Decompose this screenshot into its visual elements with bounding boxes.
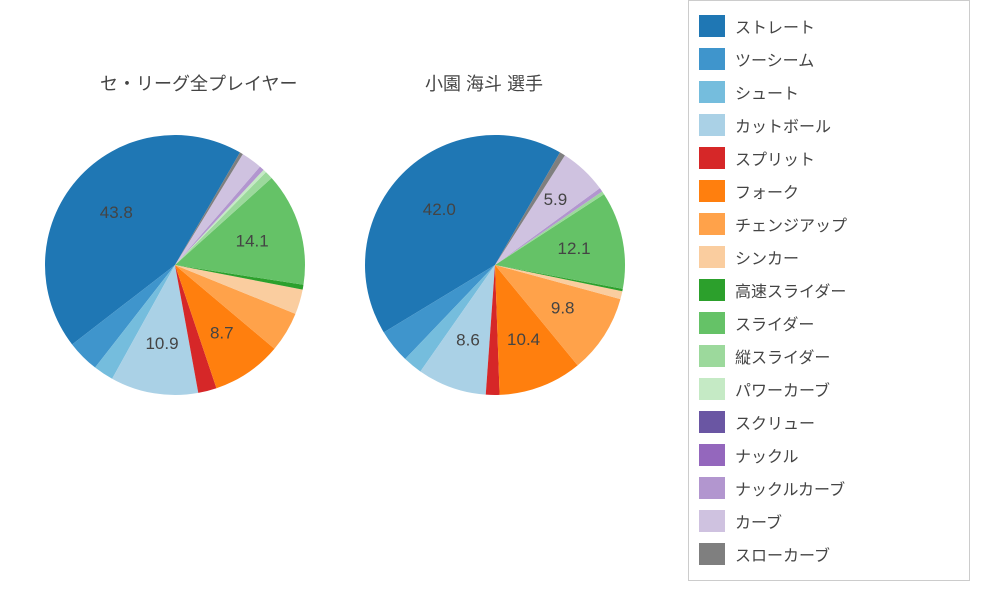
legend-label: 高速スライダー bbox=[735, 278, 846, 302]
legend-swatch-straight bbox=[699, 15, 725, 37]
pie-label-player-fork: 10.4 bbox=[507, 330, 540, 349]
legend-swatch-twoseam bbox=[699, 48, 725, 70]
legend-label: スクリュー bbox=[735, 410, 815, 434]
legend-swatch-sinker bbox=[699, 246, 725, 268]
legend-label: ストレート bbox=[735, 14, 815, 38]
legend-label: スプリット bbox=[735, 146, 815, 170]
legend-label: スローカーブ bbox=[735, 542, 830, 566]
legend-item-powercurve: パワーカーブ bbox=[699, 372, 959, 405]
legend-swatch-screw bbox=[699, 411, 725, 433]
legend-label: ツーシーム bbox=[735, 47, 814, 71]
legend-item-slowcurve: スローカーブ bbox=[699, 537, 959, 570]
pie-label-player-cutball: 8.6 bbox=[456, 330, 480, 349]
legend: ストレートツーシームシュートカットボールスプリットフォークチェンジアップシンカー… bbox=[688, 0, 970, 581]
legend-swatch-cutball bbox=[699, 114, 725, 136]
legend-swatch-slowcurve bbox=[699, 543, 725, 565]
legend-label: カットボール bbox=[735, 113, 831, 137]
legend-label: シンカー bbox=[735, 245, 799, 269]
pie-label-player-curve: 5.9 bbox=[544, 190, 568, 209]
legend-swatch-powercurve bbox=[699, 378, 725, 400]
legend-swatch-fork bbox=[699, 180, 725, 202]
pie-label-league-fork: 8.7 bbox=[210, 323, 234, 342]
legend-item-cutball: カットボール bbox=[699, 108, 959, 141]
legend-label: パワーカーブ bbox=[735, 377, 830, 401]
legend-swatch-split bbox=[699, 147, 725, 169]
legend-swatch-changeup bbox=[699, 213, 725, 235]
legend-item-screw: スクリュー bbox=[699, 405, 959, 438]
legend-item-split: スプリット bbox=[699, 141, 959, 174]
pie-label-league-straight: 43.8 bbox=[100, 203, 133, 222]
legend-item-fastslider: 高速スライダー bbox=[699, 273, 959, 306]
legend-swatch-shuto bbox=[699, 81, 725, 103]
legend-label: シュート bbox=[735, 80, 799, 104]
dual-pie-chart: { "background_color": "#ffffff", "text_c… bbox=[0, 0, 1000, 600]
pie-label-league-cutball: 10.9 bbox=[145, 334, 178, 353]
legend-swatch-curve bbox=[699, 510, 725, 532]
legend-item-vslider: 縦スライダー bbox=[699, 339, 959, 372]
pie-label-league-slider: 14.1 bbox=[236, 231, 269, 250]
legend-label: チェンジアップ bbox=[735, 212, 847, 236]
legend-item-knucklecurve: ナックルカーブ bbox=[699, 471, 959, 504]
legend-item-twoseam: ツーシーム bbox=[699, 42, 959, 75]
legend-label: フォーク bbox=[735, 179, 799, 203]
legend-swatch-slider bbox=[699, 312, 725, 334]
legend-item-fork: フォーク bbox=[699, 174, 959, 207]
legend-swatch-knucklecurve bbox=[699, 477, 725, 499]
legend-item-curve: カーブ bbox=[699, 504, 959, 537]
pie-label-player-straight: 42.0 bbox=[423, 200, 456, 219]
legend-label: ナックルカーブ bbox=[735, 476, 845, 500]
legend-item-sinker: シンカー bbox=[699, 240, 959, 273]
pie-label-player-slider: 12.1 bbox=[558, 239, 591, 258]
legend-label: ナックル bbox=[735, 443, 799, 467]
legend-item-straight: ストレート bbox=[699, 9, 959, 42]
legend-label: 縦スライダー bbox=[735, 344, 830, 368]
legend-label: カーブ bbox=[735, 509, 782, 533]
legend-item-changeup: チェンジアップ bbox=[699, 207, 959, 240]
pie-label-player-changeup: 9.8 bbox=[551, 298, 575, 317]
legend-item-knuckle: ナックル bbox=[699, 438, 959, 471]
legend-swatch-knuckle bbox=[699, 444, 725, 466]
legend-item-shuto: シュート bbox=[699, 75, 959, 108]
legend-swatch-vslider bbox=[699, 345, 725, 367]
legend-item-slider: スライダー bbox=[699, 306, 959, 339]
legend-label: スライダー bbox=[735, 311, 814, 335]
legend-swatch-fastslider bbox=[699, 279, 725, 301]
